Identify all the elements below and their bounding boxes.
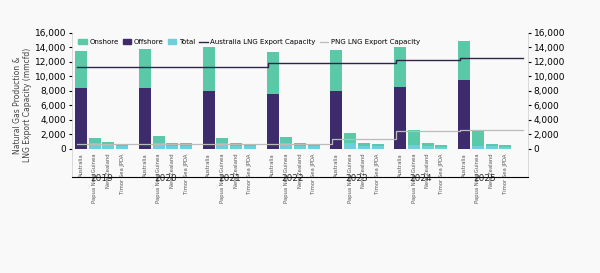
Text: Timor Sea JPDA: Timor Sea JPDA (184, 154, 188, 194)
Bar (266, 94, 278, 149)
Text: New Zealand: New Zealand (425, 154, 430, 188)
Bar (472, 130, 484, 146)
Bar (371, 144, 383, 146)
Text: 2024: 2024 (410, 174, 432, 183)
Bar (344, 133, 356, 143)
Bar (266, 52, 278, 94)
Bar (294, 143, 306, 146)
Text: Australia: Australia (206, 154, 211, 177)
Text: 2025: 2025 (473, 174, 496, 183)
Bar (308, 146, 320, 149)
Bar (280, 143, 292, 149)
Bar (152, 136, 164, 143)
Bar (166, 146, 178, 149)
Bar (358, 146, 370, 149)
Text: 2019: 2019 (90, 174, 113, 183)
Text: New Zealand: New Zealand (170, 154, 175, 188)
Text: Papua New Guinea: Papua New Guinea (156, 154, 161, 203)
Text: Australia: Australia (398, 154, 403, 177)
Text: Timor Sea JPDA: Timor Sea JPDA (311, 154, 316, 194)
Bar (230, 143, 242, 146)
Bar (436, 147, 448, 149)
Text: Papua New Guinea: Papua New Guinea (412, 154, 416, 203)
Bar (180, 146, 192, 149)
Bar (116, 144, 128, 146)
Bar (422, 146, 434, 149)
Text: Papua New Guinea: Papua New Guinea (92, 154, 97, 203)
Bar (217, 143, 229, 149)
Bar (394, 47, 406, 87)
Bar (217, 138, 229, 143)
Text: 2020: 2020 (154, 174, 177, 183)
Bar (358, 143, 370, 146)
Y-axis label: Natural Gas Production &
LNG Export Capacity (mmcfd): Natural Gas Production & LNG Export Capa… (13, 48, 32, 162)
Text: Australia: Australia (142, 154, 148, 177)
Bar (344, 143, 356, 149)
Bar (244, 146, 256, 149)
Text: New Zealand: New Zealand (106, 154, 111, 188)
Text: Papua New Guinea: Papua New Guinea (347, 154, 353, 203)
Text: 2022: 2022 (282, 174, 304, 183)
Bar (180, 143, 192, 146)
Bar (485, 146, 497, 149)
Bar (472, 146, 484, 149)
Bar (75, 88, 87, 149)
Bar (436, 144, 448, 147)
Text: New Zealand: New Zealand (489, 154, 494, 188)
Bar (139, 88, 151, 149)
Bar (308, 144, 320, 146)
Text: Timor Sea JPDA: Timor Sea JPDA (375, 154, 380, 194)
Text: Papua New Guinea: Papua New Guinea (475, 154, 481, 203)
Legend: Onshore, Offshore, Total, Australia LNG Export Capacity, PNG LNG Export Capacity: Onshore, Offshore, Total, Australia LNG … (76, 36, 423, 48)
Text: Papua New Guinea: Papua New Guinea (220, 154, 225, 203)
Bar (203, 47, 215, 91)
Bar (244, 144, 256, 146)
Text: 2021: 2021 (218, 174, 241, 183)
Bar (485, 144, 497, 146)
Bar (103, 145, 115, 149)
Bar (422, 143, 434, 146)
Bar (75, 51, 87, 88)
Bar (499, 147, 511, 149)
Bar (408, 130, 420, 145)
Text: Australia: Australia (270, 154, 275, 177)
Bar (152, 143, 164, 149)
Bar (116, 146, 128, 149)
Bar (408, 145, 420, 149)
Bar (89, 138, 101, 143)
Text: Timor Sea JPDA: Timor Sea JPDA (247, 154, 253, 194)
Bar (458, 80, 470, 149)
Text: New Zealand: New Zealand (361, 154, 367, 188)
Bar (89, 143, 101, 149)
Bar (331, 50, 343, 91)
Bar (331, 91, 343, 149)
Bar (294, 146, 306, 149)
Bar (280, 136, 292, 143)
Text: Australia: Australia (461, 154, 467, 177)
Text: Timor Sea JPDA: Timor Sea JPDA (439, 154, 444, 194)
Text: New Zealand: New Zealand (233, 154, 239, 188)
Text: Timor Sea JPDA: Timor Sea JPDA (503, 154, 508, 194)
Bar (203, 91, 215, 149)
Text: Australia: Australia (334, 154, 339, 177)
Bar (230, 146, 242, 149)
Bar (458, 41, 470, 80)
Bar (499, 145, 511, 147)
Text: New Zealand: New Zealand (298, 154, 302, 188)
Text: Timor Sea JPDA: Timor Sea JPDA (119, 154, 125, 194)
Bar (394, 87, 406, 149)
Bar (139, 49, 151, 88)
Text: Australia: Australia (79, 154, 83, 177)
Text: 2023: 2023 (346, 174, 368, 183)
Bar (166, 143, 178, 146)
Text: Papua New Guinea: Papua New Guinea (284, 154, 289, 203)
Bar (103, 142, 115, 145)
Bar (371, 146, 383, 149)
